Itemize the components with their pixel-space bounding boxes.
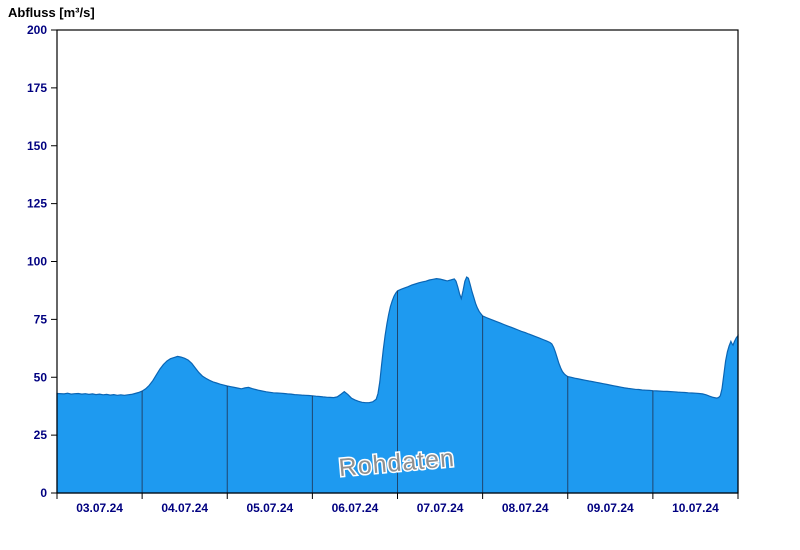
x-tick-label: 10.07.24 xyxy=(672,501,719,515)
x-tick-label: 09.07.24 xyxy=(587,501,634,515)
x-tick-label: 03.07.24 xyxy=(76,501,123,515)
y-tick-label: 50 xyxy=(34,370,48,384)
x-tick-label: 05.07.24 xyxy=(246,501,293,515)
y-tick-label: 75 xyxy=(34,312,48,326)
day-boundary-gridlines xyxy=(141,277,654,493)
y-tick-label: 150 xyxy=(27,139,47,153)
y-tick-label: 0 xyxy=(40,486,47,500)
y-axis-labels: 0 25 50 75 100 125 150 175 200 xyxy=(27,23,47,500)
y-tick-label: 25 xyxy=(34,428,48,442)
y-tick-label: 175 xyxy=(27,81,47,95)
x-tick-label: 08.07.24 xyxy=(502,501,549,515)
x-axis-labels: 03.07.24 04.07.24 05.07.24 06.07.24 07.07.24… xyxy=(76,501,719,515)
y-tick-label: 100 xyxy=(27,255,47,269)
y-axis-ticks xyxy=(51,29,57,494)
x-axis-ticks xyxy=(56,493,739,499)
y-tick-label: 200 xyxy=(27,23,47,37)
x-tick-label: 04.07.24 xyxy=(161,501,208,515)
chart-title: Abfluss [m³/s] xyxy=(8,5,95,20)
x-tick-label: 07.07.24 xyxy=(417,501,464,515)
y-tick-label: 125 xyxy=(27,197,47,211)
x-tick-label: 06.07.24 xyxy=(332,501,379,515)
